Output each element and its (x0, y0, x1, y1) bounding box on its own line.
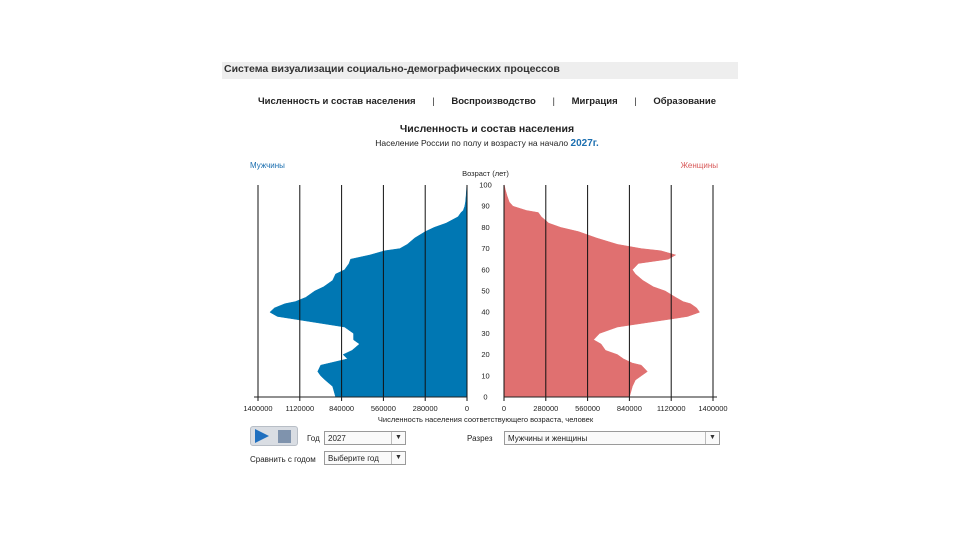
main-nav: Численность и состав населения | Воспрои… (258, 94, 716, 108)
age-tick-label: 80 (481, 223, 489, 232)
chevron-down-icon: ▼ (705, 432, 719, 444)
x-tick-label-right: 840000 (617, 404, 642, 413)
nav-item-population[interactable]: Численность и состав населения (258, 95, 416, 107)
nav-separator: | (432, 95, 435, 107)
nav-separator: | (552, 95, 555, 107)
gender-label: Разрез (467, 434, 493, 443)
age-tick-label: 10 (481, 371, 489, 380)
chart-subtitle-year: 2027г. (570, 138, 599, 149)
age-tick-label: 0 (483, 393, 487, 402)
x-tick-label-right: 560000 (575, 404, 600, 413)
playback-controls (250, 426, 298, 446)
male-population-area (269, 184, 468, 398)
male-series-label: Мужчины (250, 161, 285, 170)
gender-select-value: Мужчины и женщины (508, 434, 588, 443)
x-tick-label-right: 1400000 (698, 404, 727, 413)
chevron-down-icon: ▼ (391, 452, 405, 464)
nav-item-education[interactable]: Образование (653, 95, 716, 107)
app-header-bar (222, 62, 738, 79)
age-tick-label: 100 (479, 181, 492, 190)
nav-item-reproduction[interactable]: Воспроизводство (451, 95, 536, 107)
female-population-area (503, 184, 700, 398)
female-series-label: Женщины (681, 161, 719, 170)
year-select[interactable]: 2027 ▼ (324, 431, 406, 445)
x-tick-label-left: 840000 (329, 404, 354, 413)
x-tick-label-right: 1120000 (657, 404, 686, 413)
x-tick-label-left: 1120000 (285, 404, 314, 413)
x-tick-label-left: 280000 (413, 404, 438, 413)
age-tick-label: 30 (481, 329, 489, 338)
app-title: Система визуализации социально-демографи… (224, 63, 560, 75)
app-frame (222, 62, 738, 480)
chevron-down-icon: ▼ (391, 432, 405, 444)
x-tick-label-left: 0 (465, 404, 469, 413)
age-tick-label: 90 (481, 202, 489, 211)
age-tick-label: 40 (481, 308, 489, 317)
compare-year-select[interactable]: Выберите год ▼ (324, 451, 406, 465)
age-tick-label: 70 (481, 244, 489, 253)
gender-select[interactable]: Мужчины и женщины ▼ (504, 431, 720, 445)
age-tick-label: 50 (481, 287, 489, 296)
compare-select-value: Выберите год (328, 454, 379, 463)
age-tick-label: 60 (481, 265, 489, 274)
x-tick-label-right: 0 (502, 404, 506, 413)
y-axis-title: Возраст (лет) (462, 169, 509, 178)
chart-title: Численность и состав населения (399, 123, 575, 135)
x-axis-title: Численность населения соответствующего в… (378, 415, 594, 424)
chart-subtitle-text: Население России по полу и возрасту на н… (375, 138, 569, 148)
x-tick-label-left: 560000 (371, 404, 396, 413)
stop-icon[interactable] (278, 430, 291, 443)
nav-separator: | (634, 95, 637, 107)
age-tick-label: 20 (481, 350, 489, 359)
compare-label: Сравнить с годом (250, 455, 316, 464)
play-icon[interactable] (255, 429, 269, 443)
chart-subtitle: Население России по полу и возрасту на н… (258, 138, 716, 149)
year-label: Год (307, 434, 320, 443)
year-select-value: 2027 (328, 434, 346, 443)
x-tick-label-left: 1400000 (243, 404, 272, 413)
x-tick-label-right: 280000 (533, 404, 558, 413)
nav-item-migration[interactable]: Миграция (571, 95, 618, 107)
